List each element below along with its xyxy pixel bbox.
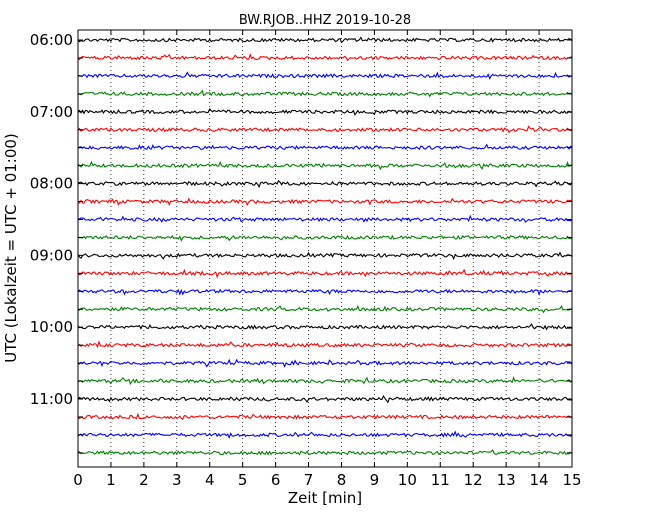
x-tick-label: 6 [271, 471, 281, 489]
trace-line [77, 340, 573, 349]
x-tick-label: 5 [238, 471, 248, 489]
plot-frame [77, 29, 573, 468]
y-axis-label: UTC (Lokalzeit = UTC + 01:00) [2, 133, 20, 363]
x-tick-label: 9 [370, 471, 380, 489]
x-axis: 0 1 2 3 4 5 6 7 8 9 10 11 12 13 14 15 [73, 30, 582, 489]
trace-line [77, 107, 573, 116]
y-tick-label: 07:00 [30, 103, 73, 121]
trace-line [77, 288, 573, 296]
trace-line [77, 179, 573, 189]
trace-line [77, 89, 573, 98]
trace-line [77, 449, 573, 456]
y-tick-label: 08:00 [30, 175, 73, 193]
y-tick-label: 09:00 [30, 246, 73, 264]
grid-lines [110, 30, 540, 467]
x-tick-label: 10 [398, 471, 417, 489]
seismogram-traces [77, 36, 573, 456]
trace-line [77, 304, 573, 314]
trace-line [77, 323, 573, 331]
trace-line [77, 214, 573, 223]
x-tick-label: 11 [431, 471, 450, 489]
chart-title: BW.RJOB..HHZ 2019-10-28 [239, 13, 411, 28]
y-tick-label: 10:00 [30, 318, 73, 336]
x-tick-label: 4 [205, 471, 215, 489]
y-tick-label: 06:00 [30, 31, 73, 49]
trace-line [77, 394, 573, 404]
trace-line [77, 430, 573, 440]
x-axis-label: Zeit [min] [288, 489, 362, 507]
trace-line [77, 268, 573, 279]
x-tick-label: 14 [530, 471, 549, 489]
trace-line [77, 251, 573, 261]
y-tick-label: 11:00 [30, 390, 73, 408]
x-tick-label: 0 [73, 471, 83, 489]
x-tick-label: 2 [139, 471, 149, 489]
x-tick-label: 8 [337, 471, 347, 489]
trace-line [77, 358, 573, 368]
x-tick-label: 7 [304, 471, 314, 489]
trace-line [77, 125, 573, 134]
x-tick-label: 13 [497, 471, 516, 489]
x-tick-label: 1 [106, 471, 116, 489]
trace-line [77, 143, 573, 151]
trace-line [77, 376, 573, 386]
trace-line [77, 71, 573, 80]
trace-line [77, 53, 573, 62]
y-axis: 06:00 07:00 08:00 09:00 10:00 11:00 [30, 31, 572, 454]
x-tick-label: 3 [172, 471, 182, 489]
trace-line [77, 197, 573, 207]
trace-line [77, 234, 573, 242]
trace-line [77, 412, 573, 420]
trace-line [77, 36, 573, 44]
x-tick-label: 15 [562, 471, 581, 489]
trace-line [77, 160, 573, 171]
x-tick-label: 12 [464, 471, 483, 489]
